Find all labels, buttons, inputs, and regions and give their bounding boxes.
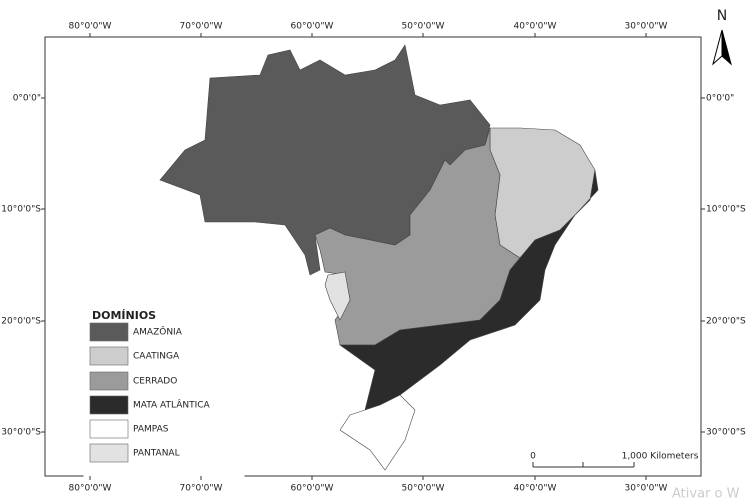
legend-swatch [89, 322, 129, 342]
latitude-label: 10°0'0"S [1, 205, 41, 215]
legend-label: CAATINGA [133, 352, 180, 362]
legend-title: DOMÍNIOS [92, 309, 156, 322]
legend-label: MATA ATLÂNTICA [133, 399, 211, 411]
legend-label: PANTANAL [133, 449, 180, 459]
latitude-label: 30°0'0"S [1, 428, 41, 438]
longitude-label: 80°0'0"W [69, 484, 112, 494]
longitude-label: 30°0'0"W [625, 484, 668, 494]
north-label: N [717, 8, 727, 24]
legend-label: AMAZÔNIA [133, 326, 183, 338]
legend-label: PAMPAS [133, 425, 169, 435]
longitude-label: 30°0'0"W [625, 22, 668, 32]
latitude-label: 10°0'0"S [706, 205, 746, 215]
scale-end: 1,000 Kilometers [622, 452, 699, 462]
longitude-label: 80°0'0"W [69, 22, 112, 32]
latitude-label: 30°0'0"S [706, 428, 746, 438]
legend-label: CERRADO [133, 377, 177, 387]
regions [159, 44, 599, 471]
legend-swatch [89, 346, 129, 366]
scale-start: 0 [530, 452, 536, 462]
watermark: Ativar o W [672, 487, 740, 498]
latitude-label: 0°0'0" [706, 94, 734, 104]
latitude-label: 0°0'0" [13, 94, 41, 104]
longitude-label: 50°0'0"W [402, 22, 445, 32]
longitude-label: 60°0'0"W [291, 484, 334, 494]
scale-bar [532, 462, 635, 468]
longitude-label: 70°0'0"W [180, 22, 223, 32]
region [324, 271, 351, 321]
north-arrow [712, 29, 732, 66]
legend-swatch [89, 419, 129, 439]
legend-swatch [89, 443, 129, 463]
longitude-label: 40°0'0"W [514, 22, 557, 32]
legend-swatch [89, 395, 129, 415]
region [339, 394, 416, 471]
longitude-label: 50°0'0"W [402, 484, 445, 494]
latitude-label: 20°0'0"S [1, 317, 41, 327]
legend-swatch [89, 371, 129, 391]
region [339, 169, 599, 411]
longitude-label: 60°0'0"W [291, 22, 334, 32]
latitude-label: 20°0'0"S [706, 317, 746, 327]
longitude-label: 70°0'0"W [180, 484, 223, 494]
longitude-label: 40°0'0"W [514, 484, 557, 494]
